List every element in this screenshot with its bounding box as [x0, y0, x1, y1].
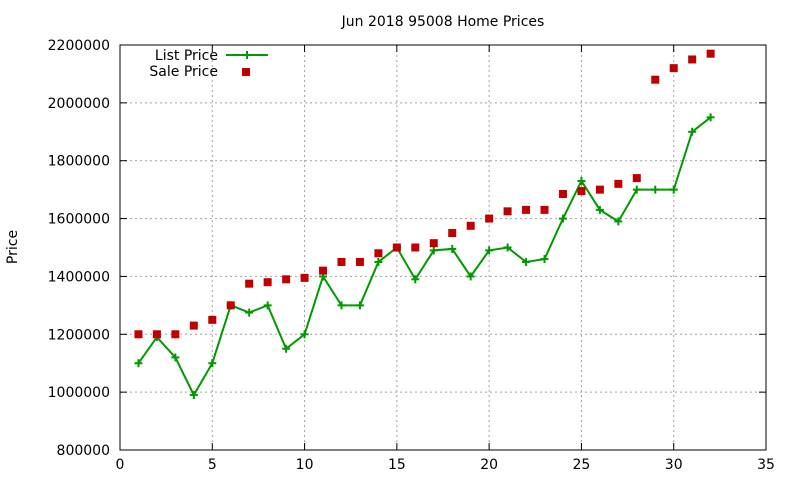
x-tick-label: 20 [480, 457, 498, 473]
x-tick-label: 35 [757, 457, 775, 473]
sale-price-point [355, 257, 364, 266]
ticks: 0 5 10 15 20 25 30 35 800000 1000000 1200000 140000… [48, 38, 775, 473]
sale-price-point [134, 330, 143, 339]
list-price-line [137, 116, 712, 398]
grid [120, 45, 766, 450]
sale-price-point [503, 207, 512, 216]
y-axis-label: Price [5, 230, 21, 264]
legend-label-sale-price: Sale Price [149, 64, 218, 80]
sale-price-point [632, 174, 641, 183]
sale-price-point [614, 179, 623, 188]
y-tick-label: 800000 [57, 443, 110, 459]
sale-price-point [226, 301, 235, 310]
legend-marker-sale-price [242, 68, 250, 76]
chart-title: Jun 2018 95008 Home Prices [341, 14, 545, 30]
sale-price-point [429, 239, 438, 248]
x-tick-label: 10 [296, 457, 314, 473]
sale-price-point [688, 55, 697, 64]
sale-price-point [208, 315, 217, 324]
sale-price-point [577, 187, 586, 196]
sale-price-point [558, 189, 567, 198]
y-tick-label: 2200000 [48, 38, 110, 54]
sale-price-point [374, 249, 383, 258]
plot-frame [119, 44, 767, 451]
legend-swatch-list-price [226, 51, 268, 59]
series [134, 49, 715, 400]
sale-price-point [485, 214, 494, 223]
sale-price-point [282, 275, 291, 284]
legend: List Price Sale Price [149, 48, 268, 80]
y-tick-label: 1200000 [48, 327, 110, 343]
sale-price-point [651, 75, 660, 84]
x-tick-label: 15 [388, 457, 406, 473]
sale-price-point [448, 229, 457, 238]
sale-price-point [337, 257, 346, 266]
sale-price-point [706, 49, 715, 58]
y-tick-label: 1400000 [48, 269, 110, 285]
sale-price-point [411, 243, 420, 252]
sale-price-point [466, 221, 475, 230]
sale-price-point [595, 185, 604, 194]
x-tick-label: 0 [116, 457, 125, 473]
legend-swatch-sale-price [242, 68, 250, 76]
sale-price-point [392, 243, 401, 252]
sale-price-point [319, 266, 328, 275]
sale-price-point [189, 321, 198, 330]
sale-price-point [669, 64, 678, 73]
y-tick-label: 1600000 [48, 212, 110, 228]
legend-label-list-price: List Price [155, 48, 218, 64]
x-tick-label: 30 [665, 457, 683, 473]
y-tick-label: 1800000 [48, 154, 110, 170]
sale-price-point [263, 278, 272, 287]
sale-price-point [245, 279, 254, 288]
y-tick-label: 2000000 [48, 96, 110, 112]
sale-price-point [522, 205, 531, 214]
x-tick-label: 25 [573, 457, 591, 473]
sale-price-point [300, 273, 309, 282]
sale-price-point [540, 205, 549, 214]
sale-price-point [171, 330, 180, 339]
sale-price-point [152, 330, 161, 339]
x-tick-label: 5 [208, 457, 217, 473]
y-tick-label: 1000000 [48, 385, 110, 401]
